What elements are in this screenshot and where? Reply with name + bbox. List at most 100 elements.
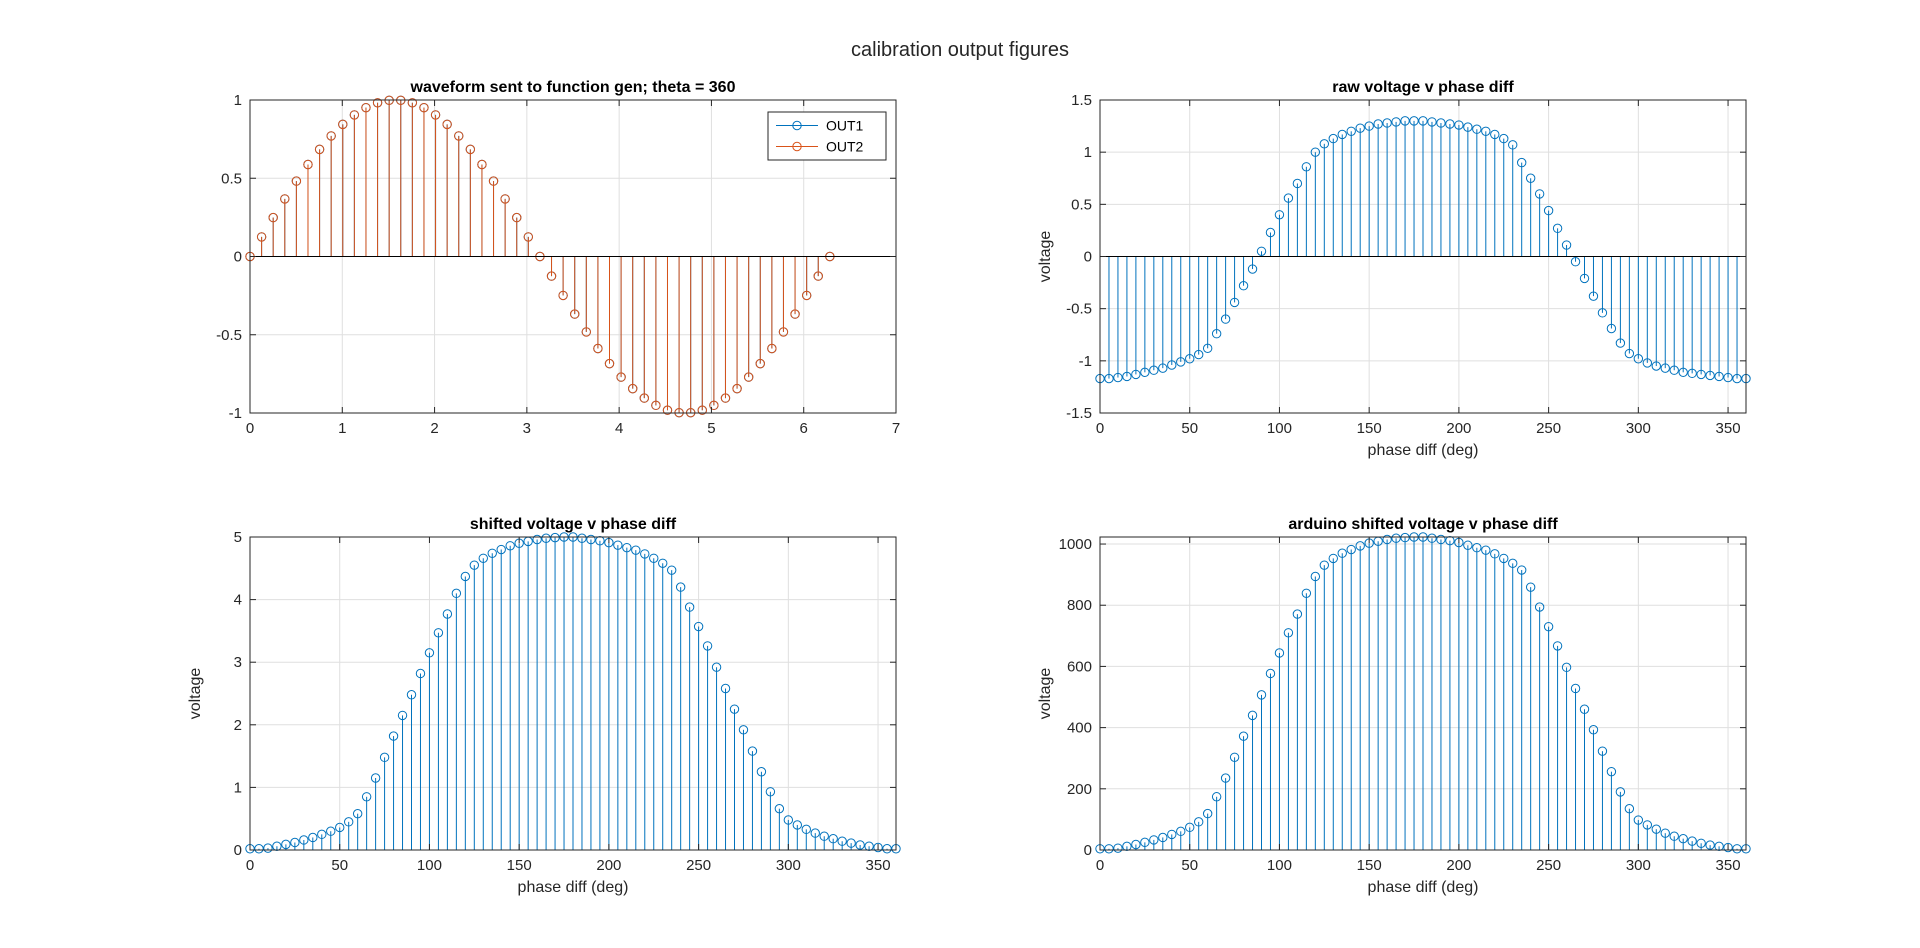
x-tick-label: 7 <box>892 420 900 437</box>
stem-marker <box>1176 357 1186 367</box>
stem-marker <box>1705 370 1715 381</box>
stem-marker <box>1624 348 1635 359</box>
stem-marker <box>1454 120 1464 130</box>
x-tick-label: 100 <box>417 857 442 874</box>
y-tick-label: -1.5 <box>1066 405 1092 422</box>
stem-marker <box>658 558 668 568</box>
stem-marker <box>1561 662 1572 673</box>
stem-marker <box>747 746 758 756</box>
stem-marker <box>1463 540 1473 550</box>
legend-label: OUT2 <box>826 139 864 155</box>
stem-marker <box>1651 824 1661 834</box>
y-tick-label: 0 <box>1084 249 1092 266</box>
stem-marker <box>1292 178 1303 189</box>
stem-marker <box>1185 354 1195 364</box>
stem-marker <box>1543 205 1554 216</box>
stem-marker <box>430 110 441 120</box>
stem-marker <box>1660 363 1670 373</box>
stem-marker <box>1445 119 1455 129</box>
stem-marker <box>1436 118 1446 128</box>
stem-marker <box>1579 704 1590 714</box>
stem-marker <box>1229 297 1240 308</box>
stem-marker <box>1382 118 1392 128</box>
stem-marker <box>1176 826 1186 837</box>
stem-marker <box>627 383 638 394</box>
stem-marker <box>335 822 345 833</box>
stem-marker <box>1409 116 1419 126</box>
x-tick-label: 0 <box>246 857 254 874</box>
stem-marker <box>338 119 348 130</box>
x-tick-label: 300 <box>1626 420 1651 437</box>
stem-marker <box>496 544 506 555</box>
stem-marker <box>828 834 838 844</box>
stem-marker <box>729 704 740 714</box>
y-axis-label: voltage <box>187 668 204 720</box>
panel-waveform: 0 1 2 3 4 5 6 7 -1 -0.5 0 0.5 1 waveform sent to func… <box>216 79 900 437</box>
stem-marker <box>604 358 615 369</box>
legend: OUT1 OUT2 <box>767 111 887 161</box>
y-tick-label: 5 <box>234 529 242 546</box>
y-tick-label: 1000 <box>1059 536 1092 553</box>
stem-marker <box>1516 565 1527 575</box>
stem-marker <box>303 159 313 170</box>
stem-marker <box>1283 628 1294 638</box>
stem-marker <box>1391 117 1401 127</box>
stem-marker <box>523 232 534 242</box>
y-tick-label: 4 <box>234 592 242 609</box>
stem-marker <box>1167 829 1177 840</box>
stem-marker <box>433 628 444 638</box>
stem-marker <box>1265 227 1276 238</box>
stem-marker <box>640 549 650 559</box>
stem-marker <box>1687 836 1697 846</box>
stem-marker <box>1696 838 1706 848</box>
stem-marker <box>1633 354 1644 364</box>
stem-marker <box>639 393 649 403</box>
x-tick-label: 100 <box>1267 420 1292 437</box>
stem-marker <box>1193 817 1204 827</box>
x-axis-label: phase diff (deg) <box>1368 879 1479 896</box>
stem-marker <box>720 683 731 694</box>
y-tick-label: 0 <box>234 249 242 266</box>
stem-marker <box>1481 545 1491 555</box>
stem-marker <box>1346 544 1356 555</box>
stem-marker <box>541 533 551 543</box>
legend-marker <box>792 120 802 131</box>
stem-marker <box>1328 553 1338 564</box>
x-tick-label: 250 <box>1536 857 1561 874</box>
stem-marker <box>268 212 278 223</box>
panel-raw-voltage: 0 50 100 150 200 250 300 350 -1.5 -1 -0.5 0 0.5 1 1.5 r… <box>1037 79 1751 459</box>
stem-marker <box>1158 832 1168 843</box>
stem-marker <box>738 725 749 735</box>
stem-marker <box>1328 133 1338 144</box>
y-tick-label: 3 <box>234 654 242 671</box>
stem-marker <box>326 826 336 836</box>
stem-marker <box>343 817 354 827</box>
x-tick-label: 3 <box>523 420 531 437</box>
stem-marker <box>546 271 557 281</box>
stem-marker <box>1490 129 1500 140</box>
x-tick-label: 50 <box>331 857 348 874</box>
stem-marker <box>666 565 677 575</box>
stem-marker <box>1696 369 1706 380</box>
series-0 <box>1095 532 1751 854</box>
stem-marker <box>1274 210 1285 220</box>
y-tick-label: 800 <box>1067 597 1092 614</box>
stem-marker <box>505 541 515 551</box>
stem-marker <box>1508 558 1518 569</box>
stem-marker <box>783 815 794 825</box>
stem-marker <box>388 731 399 741</box>
y-tick-label: 0.5 <box>1071 196 1092 213</box>
y-tick-label: 200 <box>1067 781 1092 798</box>
stem-marker <box>586 534 596 545</box>
stem-marker <box>442 609 453 619</box>
stem-marker <box>1238 281 1249 291</box>
stem-marker <box>407 98 418 108</box>
stem-marker <box>280 194 290 204</box>
x-tick-label: 50 <box>1181 857 1198 874</box>
stem-marker <box>792 820 803 830</box>
x-tick-label: 6 <box>800 420 808 437</box>
stem-marker <box>1185 822 1195 833</box>
stem-marker <box>469 560 480 570</box>
stem-marker <box>813 271 823 281</box>
figure-title: calibration output figures <box>851 39 1069 61</box>
